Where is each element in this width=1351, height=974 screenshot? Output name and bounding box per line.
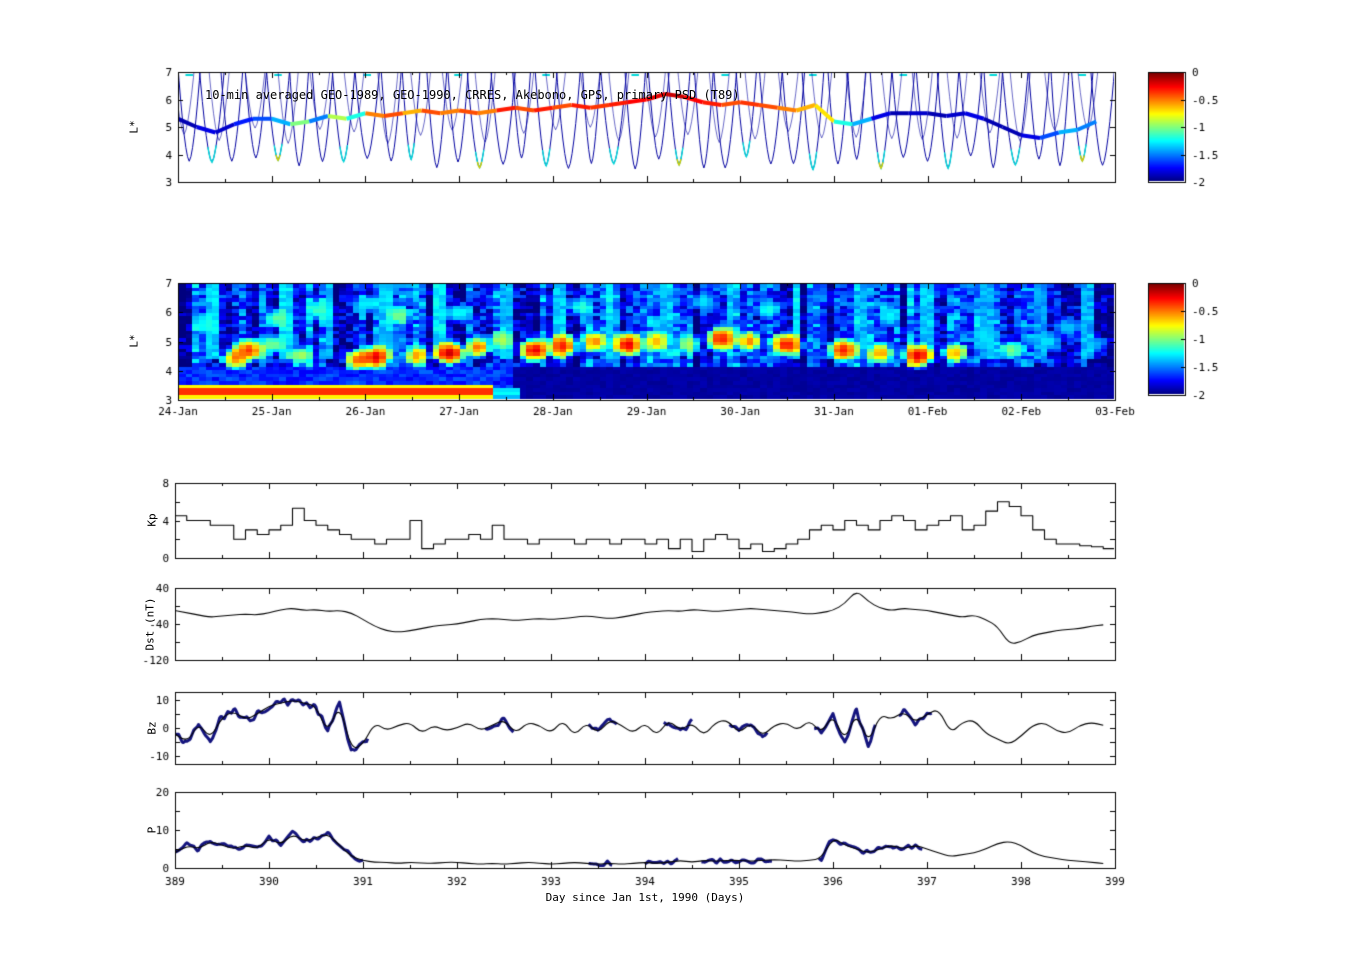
panel1-title: 10-min averaged GEO-1989, GEO-1990, CRRE… [205,88,740,102]
dst-ylabel: Dst (nT) [143,597,157,651]
bz-ylabel: Bz [145,721,159,735]
x-axis-label: Day since Jan 1st, 1990 (Days) [545,891,745,904]
kp-ylabel: Kp [145,513,159,527]
panel1-ylabel: L* [127,120,141,134]
panel2-ylabel: L* [127,334,141,348]
p-ylabel: P [145,826,159,834]
